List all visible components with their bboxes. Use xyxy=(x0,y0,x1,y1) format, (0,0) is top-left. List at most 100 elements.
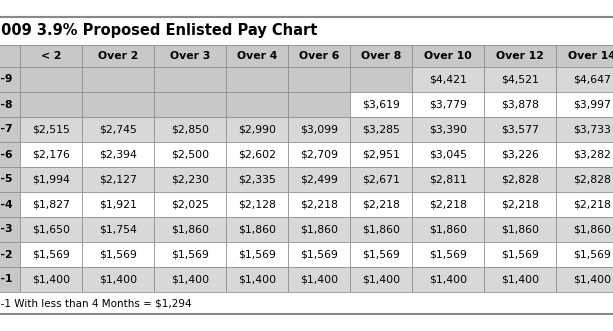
Text: $4,521: $4,521 xyxy=(501,74,539,84)
Bar xyxy=(82,167,154,192)
Text: $3,226: $3,226 xyxy=(501,150,539,160)
Bar xyxy=(154,92,226,117)
Text: Over 6: Over 6 xyxy=(299,51,339,61)
Text: $1,400: $1,400 xyxy=(238,274,276,285)
Text: $3,285: $3,285 xyxy=(362,124,400,134)
Bar xyxy=(412,167,484,192)
Text: $2,602: $2,602 xyxy=(238,150,276,160)
Bar xyxy=(412,192,484,217)
Bar xyxy=(288,167,350,192)
Text: $1,400: $1,400 xyxy=(32,274,70,285)
Bar xyxy=(484,192,556,217)
Bar xyxy=(154,117,226,142)
Text: $4,647: $4,647 xyxy=(573,74,611,84)
Text: $1,860: $1,860 xyxy=(429,224,467,234)
Bar xyxy=(82,142,154,167)
Bar xyxy=(226,142,288,167)
Bar xyxy=(154,45,226,67)
Text: $1,400: $1,400 xyxy=(501,274,539,285)
Text: $1,569: $1,569 xyxy=(32,250,70,260)
Bar xyxy=(288,45,350,67)
Bar xyxy=(556,92,613,117)
Bar xyxy=(484,117,556,142)
Bar xyxy=(154,192,226,217)
Bar xyxy=(20,142,82,167)
Text: E-7: E-7 xyxy=(0,124,12,134)
Bar xyxy=(82,267,154,292)
Bar xyxy=(350,242,412,267)
Bar xyxy=(226,92,288,117)
Bar xyxy=(556,117,613,142)
Text: $2,811: $2,811 xyxy=(429,174,467,184)
Text: $1,994: $1,994 xyxy=(32,174,70,184)
Bar xyxy=(226,217,288,242)
Bar xyxy=(82,45,154,67)
Bar xyxy=(82,242,154,267)
Bar xyxy=(20,167,82,192)
Bar xyxy=(154,217,226,242)
Bar xyxy=(20,45,82,67)
Bar xyxy=(82,117,154,142)
Bar xyxy=(20,242,82,267)
Bar xyxy=(0,17,613,314)
Text: $1,569: $1,569 xyxy=(573,250,611,260)
Bar xyxy=(226,267,288,292)
Text: $1,400: $1,400 xyxy=(171,274,209,285)
Text: $2,709: $2,709 xyxy=(300,150,338,160)
Text: $1,827: $1,827 xyxy=(32,200,70,210)
Bar xyxy=(484,142,556,167)
Bar xyxy=(350,267,412,292)
Text: $1,569: $1,569 xyxy=(501,250,539,260)
Bar xyxy=(556,45,613,67)
Text: $3,045: $3,045 xyxy=(429,150,467,160)
Text: $3,997: $3,997 xyxy=(573,100,611,110)
Text: $3,619: $3,619 xyxy=(362,100,400,110)
Bar xyxy=(556,242,613,267)
Bar xyxy=(412,242,484,267)
Bar xyxy=(0,92,20,117)
Bar xyxy=(226,242,288,267)
Bar xyxy=(0,217,20,242)
Bar xyxy=(484,92,556,117)
Text: $1,569: $1,569 xyxy=(238,250,276,260)
Text: E-8: E-8 xyxy=(0,100,12,110)
Text: $1,650: $1,650 xyxy=(32,224,70,234)
Text: E-9: E-9 xyxy=(0,74,12,84)
Text: $1,400: $1,400 xyxy=(362,274,400,285)
Bar xyxy=(350,192,412,217)
Text: $1,860: $1,860 xyxy=(171,224,209,234)
Bar xyxy=(484,45,556,67)
Bar xyxy=(20,267,82,292)
Text: $2,850: $2,850 xyxy=(171,124,209,134)
Bar xyxy=(288,67,350,92)
Bar xyxy=(412,117,484,142)
Bar xyxy=(288,192,350,217)
Bar xyxy=(0,17,613,45)
Text: Over 12: Over 12 xyxy=(496,51,544,61)
Text: $2,218: $2,218 xyxy=(300,200,338,210)
Text: E-6: E-6 xyxy=(0,150,12,160)
Bar xyxy=(154,267,226,292)
Text: $2,394: $2,394 xyxy=(99,150,137,160)
Bar xyxy=(288,117,350,142)
Text: $2,230: $2,230 xyxy=(171,174,209,184)
Text: < 2: < 2 xyxy=(40,51,61,61)
Text: $2,218: $2,218 xyxy=(501,200,539,210)
Bar xyxy=(82,67,154,92)
Bar xyxy=(350,117,412,142)
Bar xyxy=(350,45,412,67)
Text: $1,569: $1,569 xyxy=(300,250,338,260)
Bar xyxy=(288,242,350,267)
Bar xyxy=(154,67,226,92)
Bar xyxy=(484,267,556,292)
Bar xyxy=(484,167,556,192)
Text: $2,218: $2,218 xyxy=(362,200,400,210)
Text: $2,176: $2,176 xyxy=(32,150,70,160)
Text: $3,577: $3,577 xyxy=(501,124,539,134)
Bar xyxy=(412,142,484,167)
Bar xyxy=(0,117,20,142)
Bar xyxy=(288,217,350,242)
Text: Over 10: Over 10 xyxy=(424,51,472,61)
Bar xyxy=(556,267,613,292)
Bar xyxy=(350,92,412,117)
